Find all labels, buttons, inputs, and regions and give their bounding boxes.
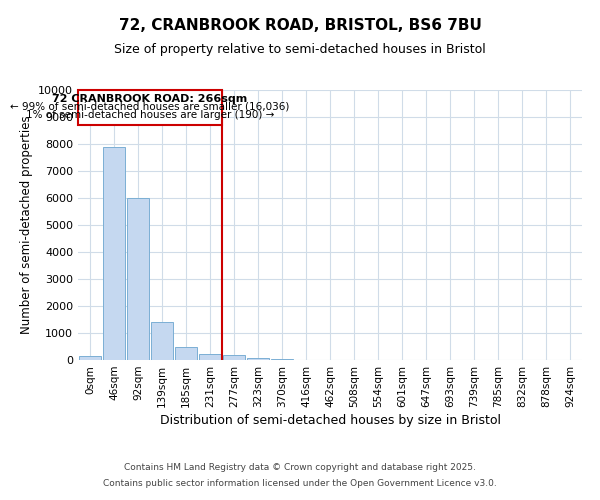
Text: 1% of semi-detached houses are larger (190) →: 1% of semi-detached houses are larger (1… xyxy=(26,110,274,120)
Bar xyxy=(151,322,173,360)
Text: Size of property relative to semi-detached houses in Bristol: Size of property relative to semi-detach… xyxy=(114,42,486,56)
Bar xyxy=(199,354,221,360)
Text: ← 99% of semi-detached houses are smaller (16,036): ← 99% of semi-detached houses are smalle… xyxy=(10,102,290,112)
Bar xyxy=(223,354,245,360)
Bar xyxy=(127,198,149,360)
Bar xyxy=(247,358,269,360)
Bar xyxy=(79,356,101,360)
Text: 72 CRANBROOK ROAD: 266sqm: 72 CRANBROOK ROAD: 266sqm xyxy=(52,94,248,104)
Bar xyxy=(103,146,125,360)
Bar xyxy=(271,359,293,360)
FancyBboxPatch shape xyxy=(78,90,222,125)
X-axis label: Distribution of semi-detached houses by size in Bristol: Distribution of semi-detached houses by … xyxy=(160,414,500,427)
Text: Contains public sector information licensed under the Open Government Licence v3: Contains public sector information licen… xyxy=(103,478,497,488)
Y-axis label: Number of semi-detached properties: Number of semi-detached properties xyxy=(20,116,32,334)
Bar xyxy=(175,346,197,360)
Text: Contains HM Land Registry data © Crown copyright and database right 2025.: Contains HM Land Registry data © Crown c… xyxy=(124,464,476,472)
Text: 72, CRANBROOK ROAD, BRISTOL, BS6 7BU: 72, CRANBROOK ROAD, BRISTOL, BS6 7BU xyxy=(119,18,481,32)
